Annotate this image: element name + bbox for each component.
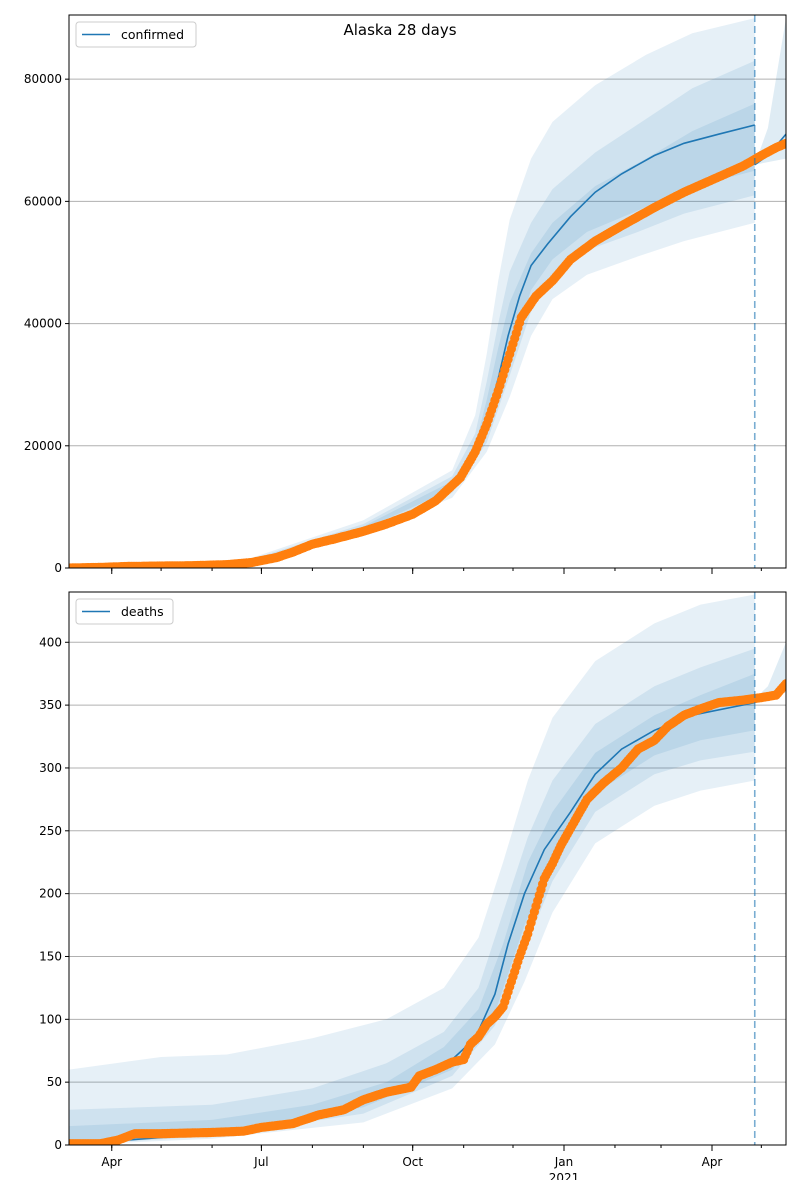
y-tick-label: 250 [39,824,62,838]
y-tick-label: 20000 [24,439,62,453]
y-tick-label: 40000 [24,317,62,331]
y-tick-label: 100 [39,1012,62,1026]
y-tick-label: 350 [39,698,62,712]
legend-box [75,21,197,48]
series-observed [69,138,786,568]
deaths-chart: 0 50 100 150 200 250 300 350 400 Apr Jul Oct Jan 2021… [39,591,787,1180]
series-observed [69,679,786,1145]
band-outer [69,594,755,1145]
x-tick-label: Apr [702,1155,723,1169]
x-tick-label: Oct [402,1155,423,1169]
x-tick-label: Jan [554,1155,574,1169]
band-post-forecast [754,642,786,699]
band-post-forecast [754,18,786,165]
band-middle [69,60,755,568]
x-tick-year-label: 2021 [549,1171,580,1180]
axes-frame [68,14,787,569]
observed-point [781,679,786,689]
band-inner [69,103,755,568]
y-tick-label: 50 [47,1075,62,1089]
y-tick-label: 60000 [24,194,62,208]
y-tick-label: 0 [54,561,62,575]
band-outer [69,18,755,568]
legend: confirmed [75,21,197,48]
y-tick-label: 300 [39,761,62,775]
legend-box [75,598,174,625]
x-tick-label: Jul [253,1155,268,1169]
axes-frame [68,591,787,1146]
legend-label: confirmed [121,27,184,42]
band-middle [69,648,755,1145]
y-tick-label: 80000 [24,72,62,86]
legend-label: deaths [121,604,164,619]
observed-point [781,138,786,148]
x-tick-label: Apr [101,1155,122,1169]
y-tick-label: 150 [39,949,62,963]
y-tick-label: 400 [39,635,62,649]
plot-area [69,594,786,1145]
figure-title: Alaska 28 days [343,21,457,39]
y-tick-label: 200 [39,887,62,901]
legend: deaths [75,598,174,625]
confirmed-chart: 0 20000 40000 60000 80000 confirmed [24,14,787,575]
plot-area [69,18,786,568]
y-tick-label: 0 [54,1138,62,1152]
